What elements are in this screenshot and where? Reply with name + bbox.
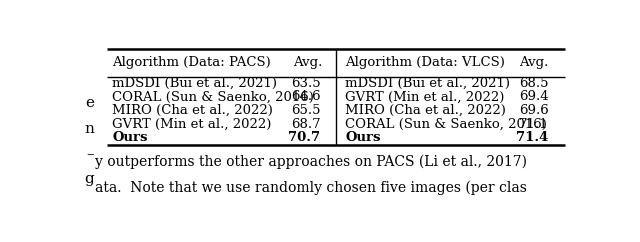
Text: MIRO (Cha et al., 2022): MIRO (Cha et al., 2022) bbox=[346, 104, 506, 117]
Text: GVRT (Min et al., 2022): GVRT (Min et al., 2022) bbox=[112, 118, 271, 131]
Text: 68.5: 68.5 bbox=[519, 77, 548, 90]
Text: 64.6: 64.6 bbox=[291, 91, 321, 104]
Text: mDSDI (Bui et al., 2021): mDSDI (Bui et al., 2021) bbox=[112, 77, 277, 90]
Text: y outperforms the other approaches on PACS (Li et al., 2017): y outperforms the other approaches on PA… bbox=[95, 154, 527, 168]
Text: 69.6: 69.6 bbox=[519, 104, 548, 117]
Text: n: n bbox=[84, 122, 94, 136]
Text: 65.5: 65.5 bbox=[291, 104, 321, 117]
Text: GVRT (Min et al., 2022): GVRT (Min et al., 2022) bbox=[346, 91, 505, 104]
Text: 70.7: 70.7 bbox=[289, 131, 321, 144]
Text: 71.1: 71.1 bbox=[519, 118, 548, 131]
Text: CORAL (Sun & Saenko, 2016): CORAL (Sun & Saenko, 2016) bbox=[346, 118, 547, 131]
Text: e: e bbox=[85, 96, 94, 110]
Text: g: g bbox=[84, 172, 94, 186]
Text: Avg.: Avg. bbox=[293, 56, 323, 69]
Text: 68.7: 68.7 bbox=[291, 118, 321, 131]
Text: Avg.: Avg. bbox=[519, 56, 548, 69]
Text: MIRO (Cha et al., 2022): MIRO (Cha et al., 2022) bbox=[112, 104, 273, 117]
Text: Ours: Ours bbox=[112, 131, 148, 144]
Text: Ours: Ours bbox=[346, 131, 381, 144]
Text: Algorithm (Data: PACS): Algorithm (Data: PACS) bbox=[112, 56, 271, 69]
Text: 63.5: 63.5 bbox=[291, 77, 321, 90]
Text: CORAL (Sun & Saenko, 2016): CORAL (Sun & Saenko, 2016) bbox=[112, 91, 314, 104]
Text: –: – bbox=[86, 147, 94, 161]
Text: 71.4: 71.4 bbox=[516, 131, 548, 144]
Text: 69.4: 69.4 bbox=[519, 91, 548, 104]
Text: mDSDI (Bui et al., 2021): mDSDI (Bui et al., 2021) bbox=[346, 77, 510, 90]
Text: Algorithm (Data: VLCS): Algorithm (Data: VLCS) bbox=[346, 56, 505, 69]
Text: ata.  Note that we use randomly chosen five images (per clas: ata. Note that we use randomly chosen fi… bbox=[95, 180, 527, 195]
